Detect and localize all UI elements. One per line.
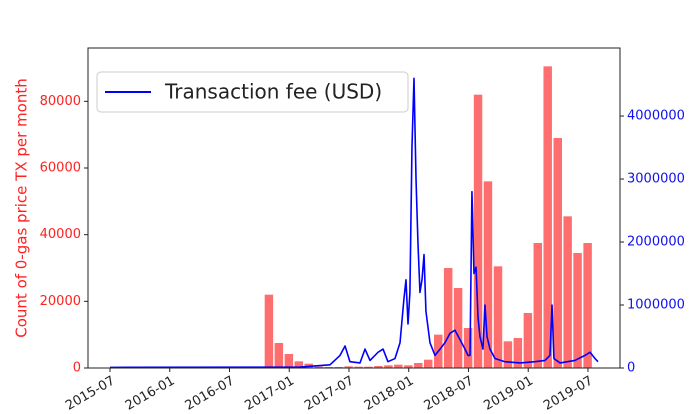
y2-tick-label: 4000000 <box>627 109 685 124</box>
bar <box>394 364 403 368</box>
y2-tick-label: 2000000 <box>627 235 685 250</box>
legend-box <box>96 71 409 113</box>
bar <box>264 294 274 368</box>
bar <box>503 341 513 368</box>
y-tick-label: 80000 <box>40 94 81 109</box>
bar <box>523 313 533 368</box>
legend-label: Transaction fee (USD) <box>164 80 382 104</box>
bar <box>374 366 383 368</box>
x-tick-label: 2019-07 <box>541 374 596 414</box>
bar <box>354 366 363 368</box>
bar <box>404 365 413 368</box>
bar <box>443 268 453 368</box>
bar <box>473 94 483 369</box>
y2-tick-label: 0 <box>627 361 635 376</box>
x-tick-label: 2016-07 <box>183 374 238 414</box>
bar <box>423 359 433 368</box>
bar <box>483 181 493 368</box>
bar <box>563 216 572 368</box>
bar <box>384 365 393 368</box>
bar <box>533 243 543 368</box>
x-tick-label: 2018-07 <box>422 374 477 414</box>
bar <box>414 363 423 368</box>
bar <box>513 338 523 368</box>
bar <box>493 266 503 368</box>
y-tick-label: 0 <box>73 361 81 376</box>
x-tick-label: 2018-01 <box>362 374 417 414</box>
bar <box>314 366 323 368</box>
line <box>109 77 599 369</box>
y-axis-label: Count of 0-gas price TX per month <box>13 78 31 337</box>
bar <box>294 361 304 368</box>
y-tick-label: 40000 <box>40 227 81 242</box>
x-tick-label: 2017-07 <box>302 374 357 414</box>
bar <box>583 243 592 368</box>
bar <box>274 343 284 368</box>
x-tick-label: 2016-01 <box>123 374 178 414</box>
bar <box>543 66 552 368</box>
bar <box>344 366 353 368</box>
y-tick-label: 60000 <box>40 161 81 176</box>
x-tick-label: 2015-07 <box>63 374 118 414</box>
y2-tick-label: 1000000 <box>627 298 685 313</box>
x-tick-label: 2017-01 <box>242 374 297 414</box>
y2-tick-label: 3000000 <box>627 172 685 187</box>
x-tick-label: 2019-01 <box>481 374 536 414</box>
bar <box>364 366 373 368</box>
bar <box>573 253 582 368</box>
bar <box>284 354 294 368</box>
bar <box>453 288 463 368</box>
legend: Transaction fee (USD) <box>96 71 409 113</box>
bar <box>463 328 473 368</box>
y-tick-label: 20000 <box>40 294 81 309</box>
bar <box>553 138 562 368</box>
plot-frame <box>87 47 621 369</box>
